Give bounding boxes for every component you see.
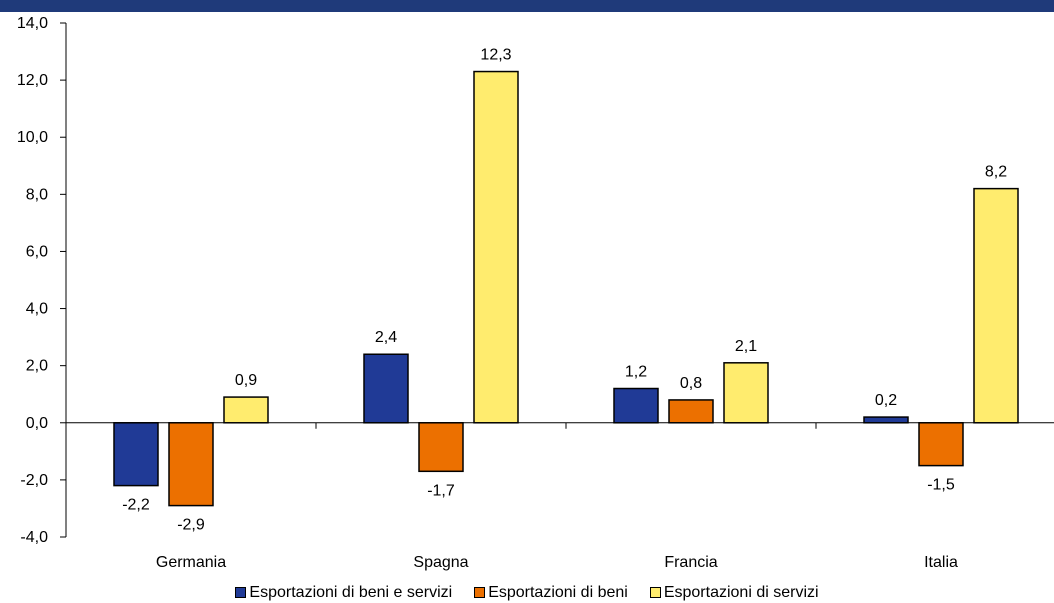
legend-swatch-beni-servizi	[235, 587, 247, 598]
legend-label-servizi: Esportazioni di servizi	[663, 583, 819, 601]
data-label: 8,2	[985, 164, 1007, 181]
x-category-label: Francia	[664, 554, 717, 571]
bar	[973, 187, 1019, 424]
x-category-label: Germania	[156, 554, 226, 571]
y-tick-label: 8,0	[26, 186, 48, 203]
data-label: 0,2	[875, 392, 897, 409]
title-band	[0, 0, 1054, 12]
data-label: 2,1	[735, 338, 757, 355]
y-tick-label: 10,0	[17, 129, 48, 146]
bar-chart: 14,0 12,0 10,0 8,0 6,0 4,0 2,0 0,0 -2,0 -4,0 Germa…	[17, 15, 1054, 571]
legend-item-servizi: Esportazioni di servizi	[649, 583, 819, 602]
x-category-label: Italia	[924, 554, 958, 571]
bar	[918, 422, 964, 467]
data-label: -1,5	[927, 477, 955, 494]
bar	[473, 70, 519, 424]
legend-item-beni-servizi: Esportazioni di beni e servizi	[235, 584, 452, 602]
legend-item-beni: Esportazioni di beni	[474, 584, 628, 602]
data-label: 0,8	[680, 375, 702, 392]
data-label: 2,4	[375, 329, 397, 346]
legend-swatch-beni	[474, 587, 486, 598]
data-label: -2,2	[122, 497, 150, 514]
data-label: 1,2	[625, 364, 647, 381]
data-label: -2,9	[177, 517, 205, 534]
bar	[113, 422, 159, 487]
bar	[223, 396, 269, 424]
y-tick-label: -2,0	[20, 472, 48, 489]
bar	[613, 387, 659, 424]
bar	[418, 422, 464, 473]
y-tick-label: -4,0	[20, 529, 48, 546]
y-tick-label: 14,0	[17, 15, 48, 32]
y-tick-label: 4,0	[26, 301, 48, 318]
bar	[168, 422, 214, 507]
bar	[863, 416, 909, 424]
legend-label-beni-servizi: Esportazioni di beni e servizi	[249, 583, 453, 601]
legend-swatch-servizi	[649, 587, 661, 598]
legend: Esportazioni di beni e servizi Esportazi…	[0, 582, 1054, 603]
bar	[668, 399, 714, 424]
y-tick-label: 6,0	[26, 243, 48, 260]
y-tick-label: 12,0	[17, 72, 48, 89]
y-tick-label: 0,0	[26, 415, 48, 432]
bar	[723, 362, 769, 424]
legend-label-beni: Esportazioni di beni	[488, 583, 628, 601]
data-label: -1,7	[427, 482, 455, 499]
y-tick-label: 2,0	[26, 358, 48, 375]
data-label: 0,9	[235, 372, 257, 389]
bar	[363, 353, 409, 424]
data-label: 12,3	[480, 47, 511, 64]
x-category-label: Spagna	[413, 554, 468, 571]
